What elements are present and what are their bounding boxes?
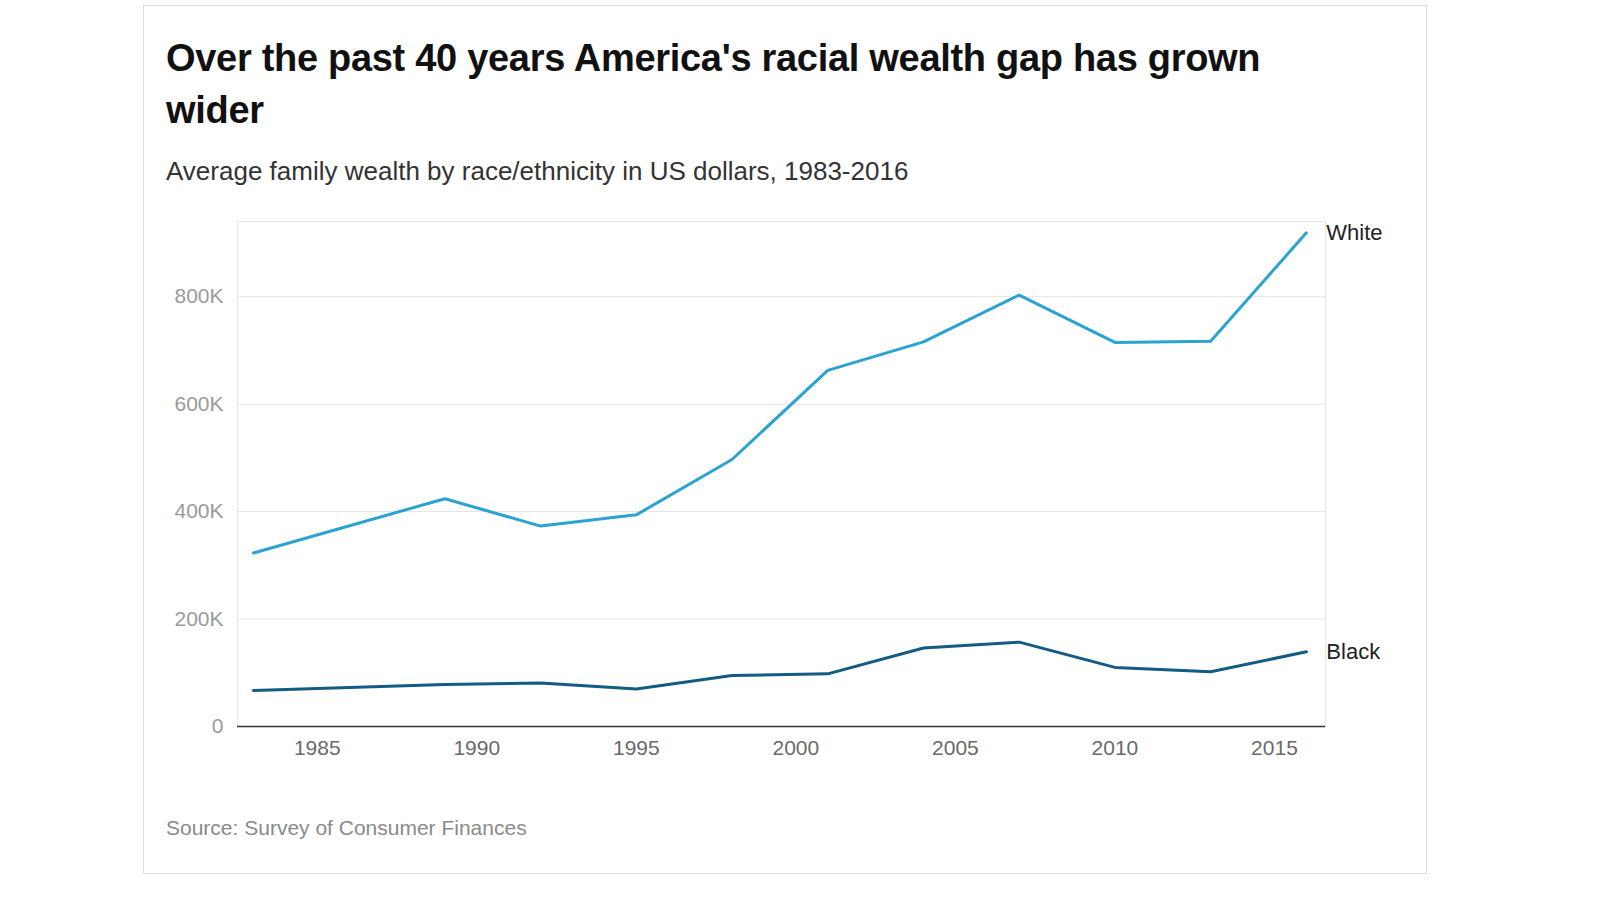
svg-text:0: 0 <box>212 714 224 737</box>
svg-text:1995: 1995 <box>613 736 660 759</box>
svg-text:2015: 2015 <box>1251 736 1298 759</box>
svg-text:1985: 1985 <box>294 736 341 759</box>
svg-text:1990: 1990 <box>453 736 500 759</box>
html-text:Average family wealth by race/: Average family wealth by race/ethnicity … <box>166 156 909 186</box>
svg-text:800K: 800K <box>174 284 223 307</box>
svg-text:2005: 2005 <box>932 736 979 759</box>
svg-text:2010: 2010 <box>1092 736 1139 759</box>
svg-text:400K: 400K <box>174 499 223 522</box>
html-text:Source: Survey of Consumer Fin: Source: Survey of Consumer Finances <box>166 816 527 839</box>
html-text:Over the past 40 years America: Over the past 40 years America's racial … <box>166 37 1261 131</box>
svg-text:600K: 600K <box>174 392 223 415</box>
svg-text:White: White <box>1326 220 1382 245</box>
svg-text:2000: 2000 <box>772 736 819 759</box>
svg-text:200K: 200K <box>174 607 223 630</box>
svg-text:Black: Black <box>1326 639 1381 664</box>
